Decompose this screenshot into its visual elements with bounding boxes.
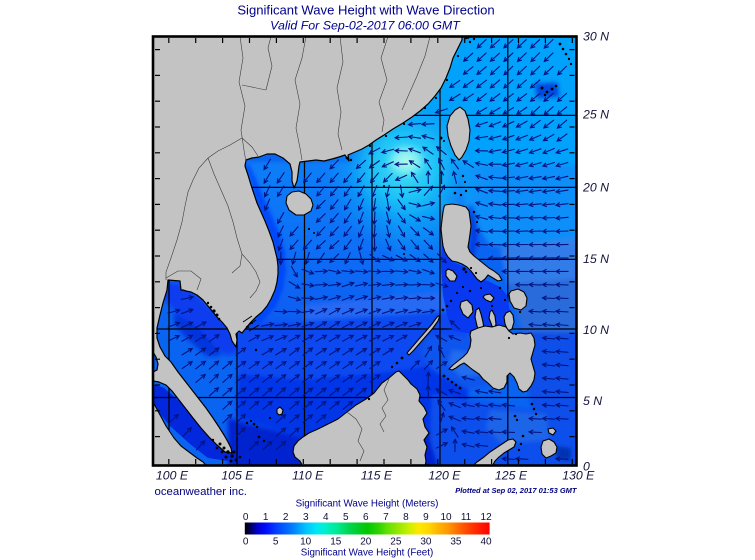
svg-text:20: 20 <box>360 537 372 548</box>
svg-text:110 E: 110 E <box>292 469 324 483</box>
svg-text:oceanweather inc.: oceanweather inc. <box>155 486 247 498</box>
svg-text:5 N: 5 N <box>583 394 602 408</box>
svg-text:2: 2 <box>283 512 289 523</box>
svg-text:0: 0 <box>243 537 249 548</box>
svg-text:15: 15 <box>330 537 342 548</box>
svg-text:5: 5 <box>273 537 279 548</box>
svg-text:8: 8 <box>403 512 409 523</box>
svg-text:10: 10 <box>440 512 452 523</box>
svg-text:Significant Wave Height (Feet): Significant Wave Height (Feet) <box>301 548 434 559</box>
svg-text:Valid For Sep-02-2017 06:00 GM: Valid For Sep-02-2017 06:00 GMT <box>270 19 461 33</box>
svg-text:125 E: 125 E <box>495 469 528 483</box>
svg-text:10: 10 <box>300 537 312 548</box>
svg-text:3: 3 <box>303 512 309 523</box>
svg-text:25 N: 25 N <box>582 108 609 122</box>
svg-text:6: 6 <box>363 512 369 523</box>
svg-text:30: 30 <box>420 537 432 548</box>
svg-text:120 E: 120 E <box>428 469 461 483</box>
svg-text:115 E: 115 E <box>361 469 393 483</box>
svg-text:105 E: 105 E <box>221 469 254 483</box>
svg-text:10 N: 10 N <box>583 323 609 337</box>
svg-text:0: 0 <box>243 512 249 523</box>
svg-text:0: 0 <box>583 460 590 474</box>
svg-text:5: 5 <box>343 512 349 523</box>
svg-text:20 N: 20 N <box>582 181 609 195</box>
svg-text:25: 25 <box>390 537 402 548</box>
svg-text:7: 7 <box>383 512 389 523</box>
svg-text:9: 9 <box>423 512 429 523</box>
svg-text:30 N: 30 N <box>583 30 609 44</box>
svg-text:Significant Wave Height (Meter: Significant Wave Height (Meters) <box>296 499 439 510</box>
svg-text:1: 1 <box>263 512 269 523</box>
svg-text:130 E: 130 E <box>562 469 595 483</box>
svg-text:15 N: 15 N <box>583 252 609 266</box>
svg-text:4: 4 <box>323 512 329 523</box>
svg-text:35: 35 <box>450 537 462 548</box>
svg-text:40: 40 <box>480 537 492 548</box>
svg-text:Plotted at Sep 02, 2017 01:53: Plotted at Sep 02, 2017 01:53 GMT <box>455 486 578 495</box>
svg-text:11: 11 <box>461 512 472 523</box>
svg-text:Significant Wave Height with W: Significant Wave Height with Wave Direct… <box>237 3 494 18</box>
svg-text:100 E: 100 E <box>156 469 189 483</box>
svg-text:12: 12 <box>481 512 493 523</box>
